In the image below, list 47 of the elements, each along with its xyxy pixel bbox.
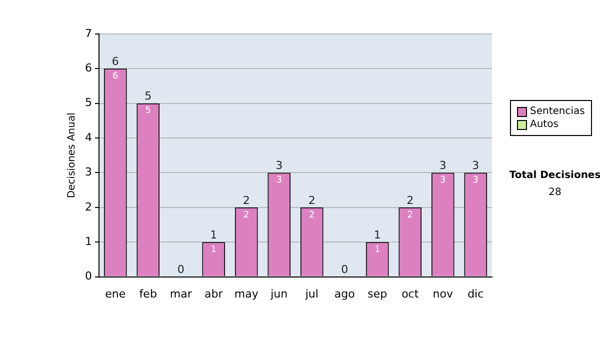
- total-label: 1: [374, 228, 381, 242]
- y-tick-label: 0: [85, 270, 92, 283]
- total-label: 0: [177, 263, 184, 276]
- y-tick-label: 5: [85, 96, 92, 110]
- x-tick-label: sep: [368, 287, 388, 300]
- total-label: 3: [472, 159, 480, 172]
- total-label: 0: [341, 263, 348, 276]
- y-tick-label: 1: [85, 234, 92, 248]
- total-label: 5: [144, 90, 152, 103]
- x-tick-label: oct: [402, 287, 420, 300]
- y-tick-label: 4: [85, 130, 92, 144]
- x-tick-label: feb: [139, 287, 157, 300]
- x-tick-label: ago: [334, 287, 356, 300]
- total-label: 2: [242, 194, 250, 207]
- total-label: 3: [276, 159, 283, 172]
- legend-label: Sentencias: [530, 105, 585, 118]
- x-tick-label: jun: [270, 287, 288, 300]
- data-label: 2: [407, 210, 413, 220]
- y-tick-label: 2: [85, 200, 92, 214]
- y-tick-label: 6: [85, 62, 92, 75]
- text: Total Decisiones: [508, 170, 600, 181]
- x-tick-label: dic: [468, 287, 484, 300]
- data-label: 2: [309, 210, 315, 220]
- y-tick-label: 3: [85, 166, 92, 179]
- x-tick-label: jul: [304, 287, 318, 300]
- x-tick-label: mar: [170, 287, 192, 300]
- data-label: 3: [276, 176, 282, 186]
- legend-label: Autos: [530, 118, 558, 131]
- x-tick-label: may: [234, 287, 259, 300]
- total-label: 3: [439, 159, 446, 172]
- x-tick-label: abr: [204, 287, 224, 300]
- x-tick-label: nov: [432, 287, 454, 300]
- x-tick-label: ene: [105, 287, 126, 300]
- data-label: 3: [440, 176, 446, 186]
- data-label: 1: [210, 244, 216, 255]
- y-axis-title: Decisiones Anual: [66, 112, 78, 198]
- total-label: 2: [406, 194, 414, 207]
- text: 28: [548, 187, 562, 198]
- data-label: 5: [145, 106, 151, 116]
- data-label: 1: [374, 244, 380, 255]
- data-label: 6: [112, 72, 119, 82]
- data-label: 3: [472, 176, 478, 186]
- data-label: 2: [244, 210, 250, 220]
- total-label: 2: [308, 194, 316, 207]
- total-label: 6: [112, 55, 119, 68]
- total-label: 1: [210, 228, 218, 242]
- y-tick-label: 7: [85, 26, 92, 40]
